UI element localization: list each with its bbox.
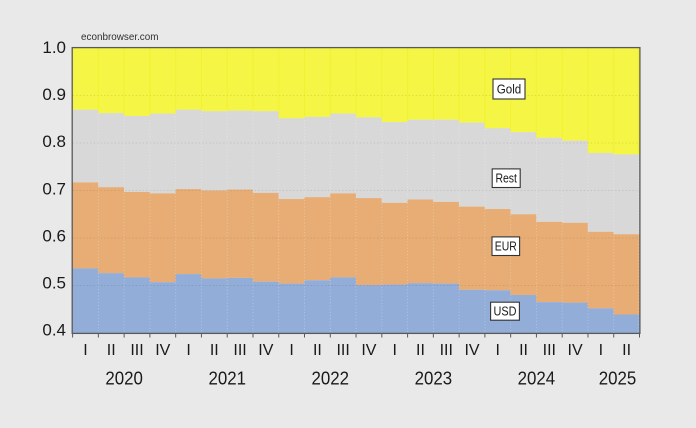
svg-text:IV: IV [258,342,273,359]
svg-text:2025: 2025 [599,369,637,389]
svg-text:IV: IV [568,342,583,359]
svg-text:EUR: EUR [495,240,517,254]
svg-text:II: II [519,342,528,359]
svg-text:II: II [622,342,631,359]
svg-text:IV: IV [464,342,479,359]
svg-text:2022: 2022 [312,369,350,389]
svg-text:USD: USD [494,305,517,319]
svg-text:III: III [233,342,246,359]
svg-text:2024: 2024 [518,369,556,389]
svg-text:0.5: 0.5 [42,274,66,293]
svg-text:III: III [440,342,453,359]
svg-text:III: III [130,342,143,359]
svg-text:I: I [496,342,500,359]
svg-text:I: I [289,342,293,359]
svg-text:IV: IV [361,342,376,359]
svg-text:econbrowser.com: econbrowser.com [81,31,159,43]
svg-text:I: I [186,342,190,359]
svg-text:I: I [599,342,603,359]
svg-text:2020: 2020 [105,369,143,389]
svg-text:I: I [83,342,87,359]
svg-text:2021: 2021 [208,369,246,389]
svg-text:Rest: Rest [495,172,517,186]
svg-text:2023: 2023 [415,369,453,389]
svg-text:III: III [336,342,349,359]
svg-text:Gold: Gold [497,82,522,96]
svg-text:III: III [543,342,556,359]
svg-text:1.0: 1.0 [42,38,66,57]
svg-text:0.9: 0.9 [42,85,66,104]
svg-text:II: II [416,342,425,359]
svg-text:II: II [107,342,116,359]
svg-text:0.7: 0.7 [42,179,66,198]
svg-text:IV: IV [155,342,170,359]
svg-text:II: II [313,342,322,359]
svg-text:0.6: 0.6 [42,227,66,246]
svg-text:0.8: 0.8 [42,132,66,151]
svg-text:I: I [392,342,396,359]
svg-text:II: II [210,342,219,359]
svg-text:0.4: 0.4 [42,321,66,340]
